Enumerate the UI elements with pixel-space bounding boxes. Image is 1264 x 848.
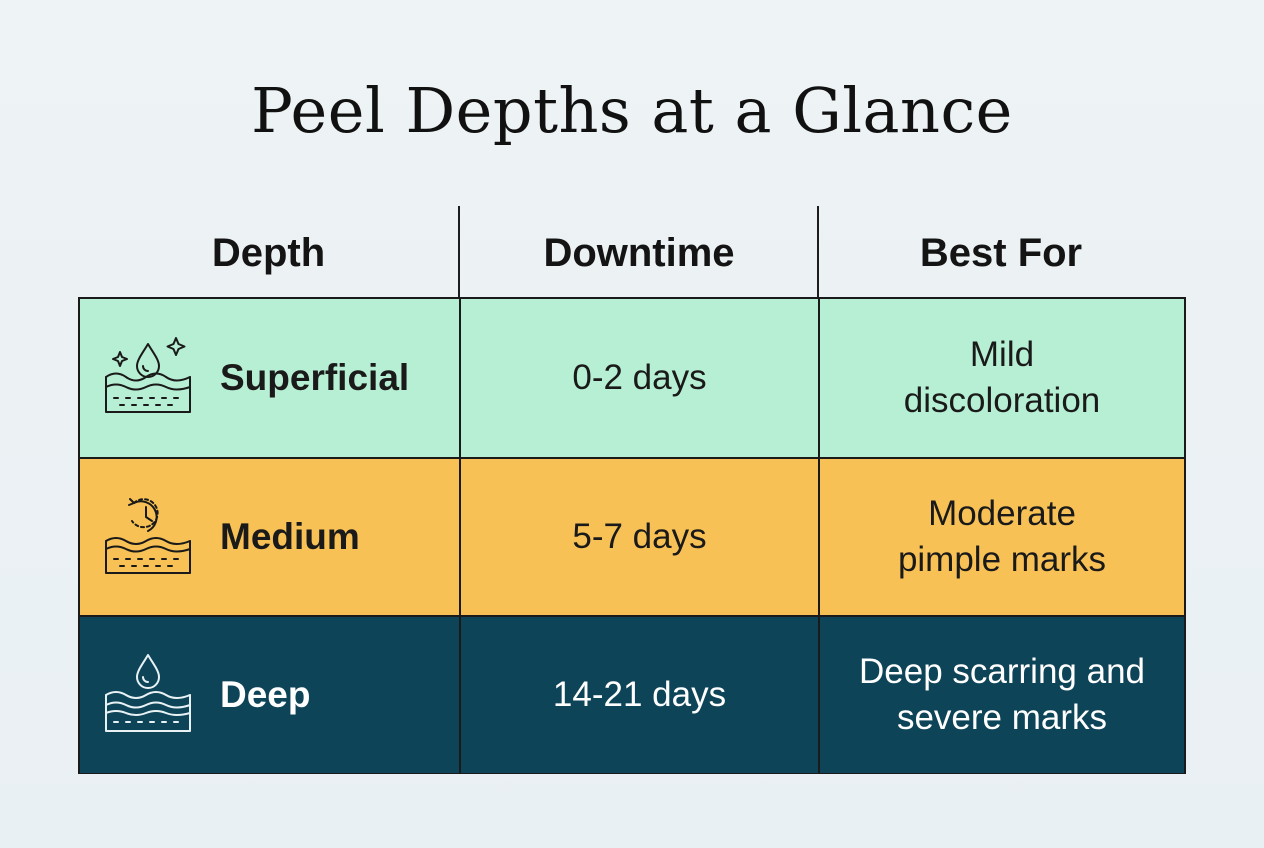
- depth-label: Medium: [220, 516, 360, 557]
- header-divider: [458, 206, 460, 298]
- page-title: Peel Depths at a Glance: [251, 74, 1013, 147]
- downtime-cell: 0-2 days: [461, 299, 820, 457]
- best-for-cell: Moderate pimple marks: [820, 459, 1184, 615]
- depth-cell: Superficial: [80, 299, 461, 457]
- table-row-deep: Deep 14-21 days Deep scarring and severe…: [80, 615, 1184, 773]
- table-row-superficial: Superficial 0-2 days Mild discoloration: [80, 299, 1184, 457]
- skin-clock-icon: [105, 498, 191, 574]
- depth-label: Superficial: [220, 357, 410, 398]
- peel-table: Superficial 0-2 days Mild discoloration …: [78, 297, 1186, 774]
- downtime-cell: 14-21 days: [461, 617, 820, 773]
- best-for-cell: Deep scarring and severe marks: [820, 617, 1184, 773]
- depth-label: Deep: [220, 674, 311, 715]
- best-for-text: Moderate pimple marks: [897, 494, 1107, 579]
- header-divider: [817, 206, 819, 298]
- header-downtime: Downtime: [543, 230, 735, 275]
- best-for-cell: Mild discoloration: [820, 299, 1184, 457]
- downtime-cell: 5-7 days: [461, 459, 820, 615]
- table-row-medium: Medium 5-7 days Moderate pimple marks: [80, 457, 1184, 615]
- skin-droplet-sparkle-icon: [105, 337, 191, 413]
- depth-cell: Medium: [80, 459, 461, 615]
- best-for-text: Mild discoloration: [903, 335, 1101, 420]
- skin-droplet-icon: [105, 654, 191, 732]
- header-depth: Depth: [211, 230, 326, 275]
- header-best-for: Best For: [919, 230, 1083, 275]
- depth-cell: Deep: [80, 617, 461, 773]
- best-for-text: Deep scarring and severe marks: [859, 652, 1145, 737]
